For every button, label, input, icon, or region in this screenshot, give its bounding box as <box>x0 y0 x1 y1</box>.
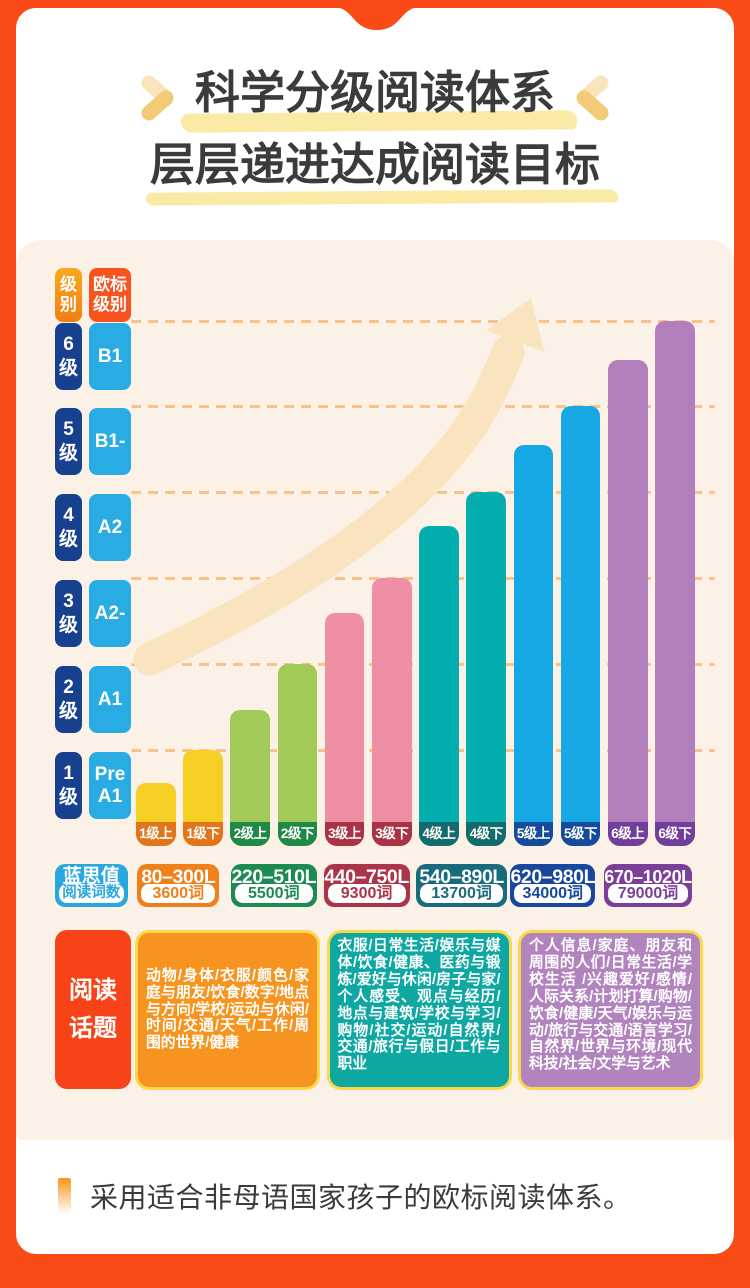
bar-3级下: 3级下 <box>372 578 412 846</box>
topics-row-label: 阅读 话题 <box>55 930 131 1089</box>
bar-6级上: 6级上 <box>608 360 648 846</box>
lexile-words: 79000词 <box>607 884 689 903</box>
bar-label-4级下: 4级下 <box>466 822 506 846</box>
bar-5级下: 5级下 <box>560 406 601 846</box>
cefr-box-A2-: A2- <box>89 580 131 647</box>
page-title-line2: 层层递进达成阅读目标 <box>149 139 600 190</box>
growth-arrow-icon <box>133 298 545 676</box>
bar-1级上: 1级上 <box>136 783 176 846</box>
bar-label-3级下: 3级下 <box>372 822 412 846</box>
bar-label-3级上: 3级上 <box>324 822 365 846</box>
lexile-range: 220–510L <box>231 866 317 888</box>
lexile-range: 80–300L <box>141 866 216 888</box>
chevron-right-icon <box>141 75 174 121</box>
bar-4级上: 4级上 <box>419 526 459 846</box>
lexile-box-5: 620–980L 34000词 <box>510 864 596 907</box>
bar-label-2级上: 2级上 <box>230 822 270 846</box>
note-marker-icon <box>58 1178 71 1214</box>
cefr-box-A1: A1 <box>89 666 131 733</box>
lexile-range: 670–1020L <box>604 867 692 887</box>
lexile-words: 34000词 <box>514 884 592 903</box>
topic-box-3: 个人信息/家庭、朋友和周围的人们/日常生活/学校生活 /兴趣爱好/感情/人际关系… <box>518 930 703 1090</box>
lexile-range: 440–750L <box>324 866 409 888</box>
bar-1级下: 1级下 <box>183 750 223 846</box>
bar-6级下: 6级下 <box>655 321 695 846</box>
bar-2级下: 2级下 <box>277 664 318 846</box>
bar-label-5级下: 5级下 <box>560 822 601 846</box>
level-column-header: 级别 <box>55 268 82 322</box>
lexile-box-6: 670–1020L 79000词 <box>603 864 693 907</box>
bar-label-2级下: 2级下 <box>277 822 318 846</box>
page-title-line1: 科学分级阅读体系 <box>194 67 555 118</box>
cefr-box-B1: B1 <box>89 323 131 390</box>
lexile-range: 620–980L <box>510 866 596 888</box>
bar-label-1级上: 1级上 <box>136 822 176 846</box>
lexile-box-3: 440–750L 9300词 <box>323 864 410 907</box>
lexile-range: 540–890L <box>419 866 504 888</box>
bar-2级上: 2级上 <box>230 710 270 846</box>
bar-label-5级上: 5级上 <box>513 822 554 846</box>
topic-box-text: 个人信息/家庭、朋友和周围的人们/日常生活/学校生活 /兴趣爱好/感情/人际关系… <box>529 938 692 1073</box>
chart-panel: 级别 欧标级别 6 级 B1 5 级 B1- 4 级 A2 3 级 A2- 2 级 A1 1 级 Pre A1 1级… <box>16 240 734 1140</box>
bar-3级上: 3级上 <box>324 613 365 846</box>
bar-5级上: 5级上 <box>513 445 554 846</box>
bar-label-6级上: 6级上 <box>608 822 648 846</box>
bar-label-1级下: 1级下 <box>183 822 223 846</box>
lexile-label-top: 蓝思值 <box>62 866 120 887</box>
lexile-words: 9300词 <box>327 884 406 903</box>
footnote: 采用适合非母语国家孩子的欧标阅读体系。 <box>58 1176 632 1216</box>
lexile-words: 5500词 <box>234 884 313 903</box>
topic-box-1: 动物/身体/衣服/颜色/家庭与朋友/饮食/数字/地点与方向/学校/运动与休闲/时… <box>135 930 320 1090</box>
topic-box-2: 衣服/日常生活/娱乐与媒体/饮食/健康、医药与锻炼/爱好与休闲/房子与家/个人感… <box>326 930 512 1090</box>
chevron-left-icon <box>576 75 609 121</box>
topic-box-text: 动物/身体/衣服/颜色/家庭与朋友/饮食/数字/地点与方向/学校/运动与休闲/时… <box>146 967 309 1052</box>
cefr-box-A2: A2 <box>89 494 131 561</box>
bar-label-4级上: 4级上 <box>419 822 459 846</box>
lexile-words: 3600词 <box>141 884 216 903</box>
lexile-words: 13700词 <box>420 884 503 903</box>
lexile-row-label: 蓝思值 阅读词数 <box>54 864 128 907</box>
lexile-box-4: 540–890L 13700词 <box>416 864 507 907</box>
main-card: 科学分级阅读体系 层层递进达成阅读目标 级别 欧标级别 6 级 B1 5 级 B1- 4 级 A… <box>16 8 734 1254</box>
cefr-column-header: 欧标级别 <box>89 268 131 322</box>
gridline-0 <box>131 320 715 323</box>
cefr-box-Pre A1: Pre A1 <box>89 752 131 819</box>
topics-label-text: 阅读 话题 <box>69 976 117 1042</box>
lexile-box-1: 80–300L 3600词 <box>137 864 220 907</box>
cefr-box-B1-: B1- <box>89 408 131 475</box>
bar-label-6级下: 6级下 <box>655 822 695 846</box>
gridline-1 <box>131 405 715 408</box>
topic-box-text: 衣服/日常生活/娱乐与媒体/饮食/健康、医药与锻炼/爱好与休闲/房子与家/个人感… <box>337 938 501 1073</box>
lexile-label-pill: 阅读词数 <box>58 884 124 903</box>
footnote-text: 采用适合非母语国家孩子的欧标阅读体系。 <box>90 1182 632 1213</box>
lexile-box-2: 220–510L 5500词 <box>230 864 317 907</box>
bar-4级下: 4级下 <box>466 492 506 846</box>
